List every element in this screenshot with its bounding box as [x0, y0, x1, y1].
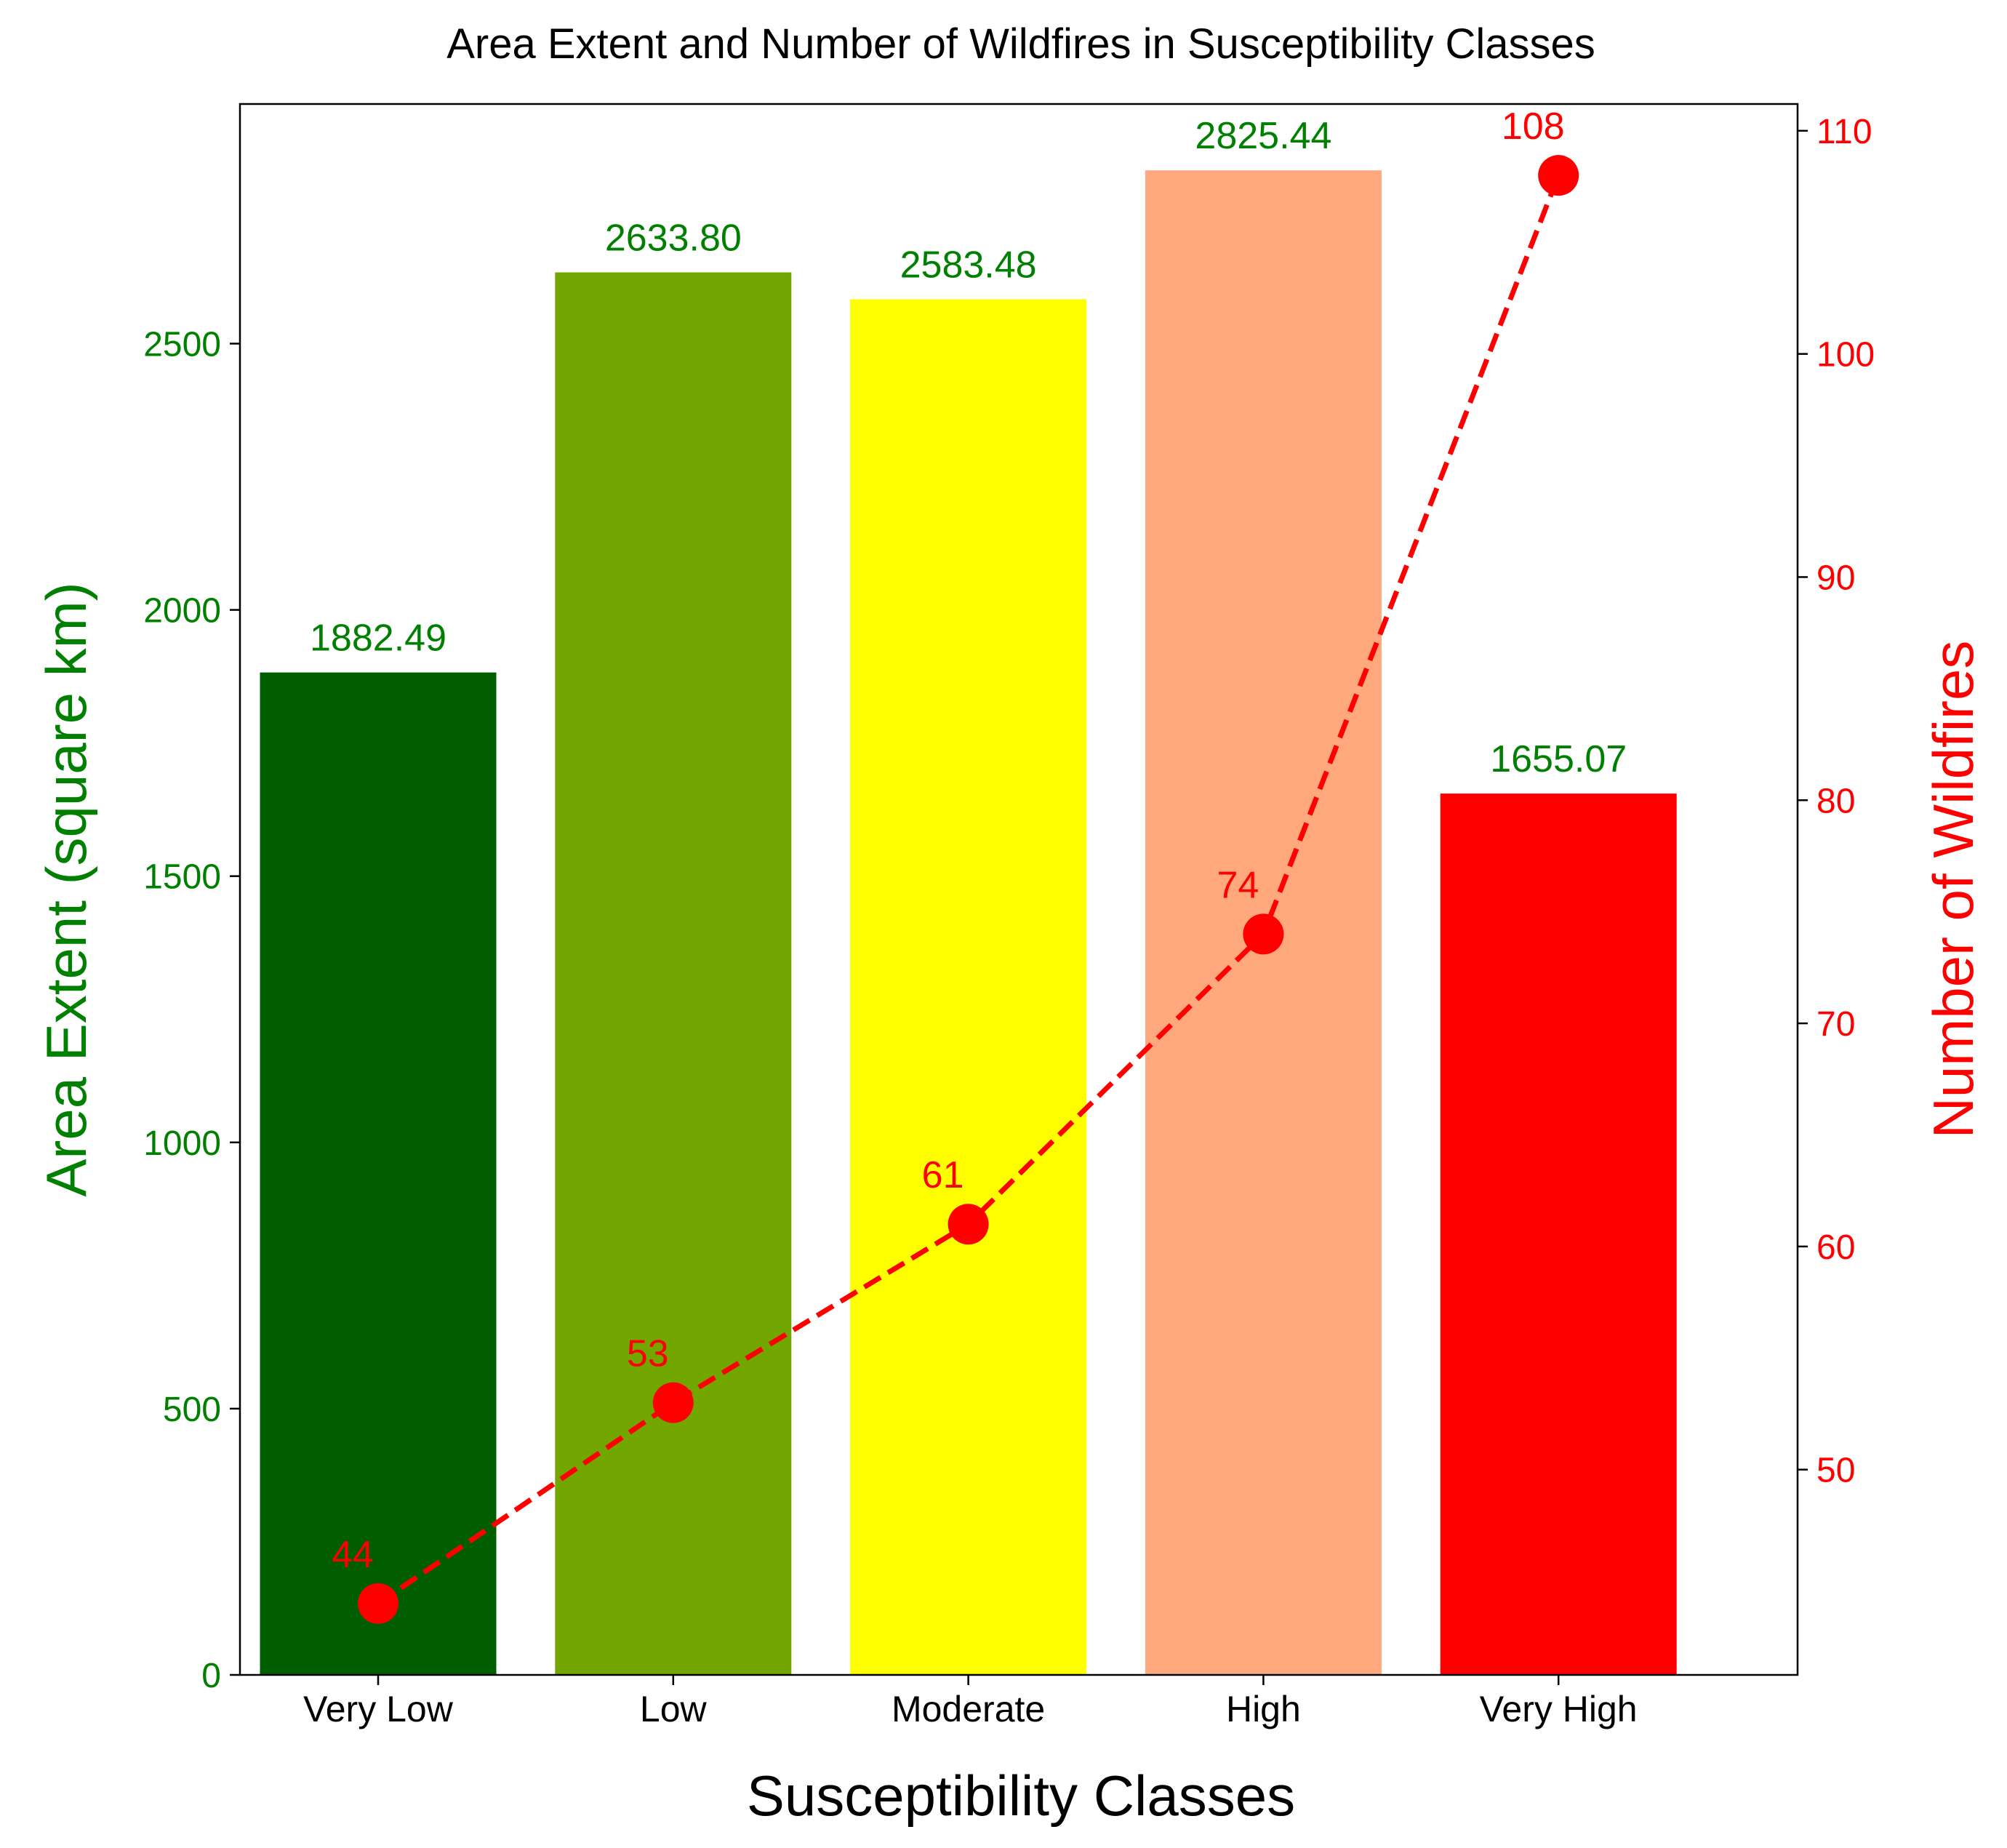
wildfire-value-label: 53 — [627, 1333, 669, 1375]
x-tick-label: Very Low — [303, 1689, 454, 1729]
bars-layer: 1882.49 2633.80 2583.48 2825.44 1655.07 — [260, 115, 1677, 1676]
bar-value-label: 2633.80 — [605, 217, 742, 260]
wildfire-point — [652, 1382, 694, 1423]
y-left-axis-title: Area Extent (square km) — [34, 582, 98, 1196]
wildfire-value-label: 74 — [1217, 864, 1259, 906]
right-tick-label: 100 — [1816, 336, 1875, 375]
x-axis-title: Susceptibility Classes — [747, 1764, 1295, 1828]
bar-value-label: 2583.48 — [900, 244, 1037, 286]
x-tick-label: Moderate — [892, 1689, 1045, 1729]
x-tick-label: Very High — [1480, 1689, 1638, 1729]
left-tick-label: 1000 — [143, 1124, 221, 1163]
bar-value-label: 1882.49 — [310, 617, 446, 660]
plot-frame — [239, 103, 1799, 1676]
left-tick-label: 500 — [163, 1391, 221, 1429]
right-tick-label: 50 — [1816, 1452, 1855, 1490]
bar-low — [555, 272, 792, 1675]
x-tick-label: Low — [640, 1689, 708, 1729]
right-axis: 50 60 70 80 90 100 110 — [1798, 113, 1875, 1490]
x-tick-label: High — [1226, 1689, 1301, 1729]
wildfire-point — [1538, 155, 1579, 196]
right-tick-label: 70 — [1816, 1005, 1855, 1044]
bar-value-label: 2825.44 — [1195, 115, 1331, 157]
wildfire-point — [1243, 913, 1284, 955]
right-tick-label: 60 — [1816, 1228, 1855, 1267]
bar-very-low — [260, 672, 497, 1675]
wildfire-value-label: 108 — [1502, 105, 1565, 148]
left-tick-label: 2500 — [143, 325, 221, 364]
line-layer: 44 53 61 74 108 — [332, 105, 1579, 1624]
wildfire-point — [948, 1204, 989, 1245]
wildfire-point — [358, 1583, 398, 1624]
right-tick-label: 80 — [1816, 782, 1855, 820]
wildfire-value-label: 61 — [922, 1154, 964, 1196]
right-tick-label: 90 — [1816, 559, 1855, 597]
bar-moderate — [850, 299, 1087, 1675]
x-axis: Very Low Low Moderate High Very High — [303, 1675, 1638, 1729]
y-right-axis-title: Number of Wildfires — [1921, 641, 1985, 1139]
chart-title: Area Extent and Number of Wildfires in S… — [446, 20, 1595, 68]
left-axis: 0 500 1000 1500 2000 2500 — [143, 325, 240, 1695]
left-tick-label: 2000 — [143, 592, 221, 631]
bar-value-label: 1655.07 — [1490, 738, 1627, 780]
wildfire-value-label: 44 — [332, 1534, 374, 1576]
left-tick-label: 0 — [201, 1657, 221, 1695]
right-tick-label: 110 — [1816, 113, 1872, 151]
bar-very-high — [1440, 793, 1677, 1675]
left-tick-label: 1500 — [143, 858, 221, 897]
